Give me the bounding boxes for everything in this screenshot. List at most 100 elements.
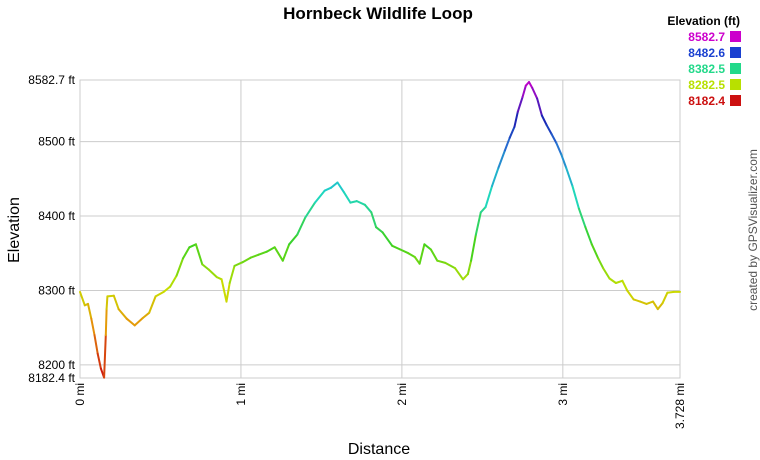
profile-segment-58 — [436, 259, 447, 264]
profile-segment-93 — [626, 289, 635, 301]
credit-text: created by GPSVisualizer.com — [746, 149, 760, 311]
profile-segment-30 — [233, 261, 244, 267]
profile-segment-94 — [632, 298, 642, 303]
x-axis-ticks: 0 mi 1 mi 2 mi 3 mi 3.728 mi — [73, 383, 687, 429]
profile-segment-39 — [304, 201, 316, 219]
profile-segment-51 — [391, 244, 402, 251]
profile-segment-96 — [645, 300, 654, 305]
profile-segment-36 — [281, 243, 291, 262]
profile-segment-29 — [228, 264, 236, 284]
profile-segment-15 — [141, 311, 151, 319]
x-tick-label-2: 2 mi — [395, 383, 409, 406]
profile-segment-45 — [349, 200, 358, 204]
x-tick-label-1: 1 mi — [234, 383, 248, 406]
profile-segment-21 — [182, 246, 191, 260]
profile-segment-22 — [188, 243, 197, 249]
profile-segment-57 — [429, 248, 439, 262]
profile-segment-70 — [508, 125, 516, 139]
profile-segment-19 — [169, 274, 178, 288]
legend-swatch-2 — [730, 63, 741, 74]
profile-segment-14 — [133, 317, 144, 327]
profile-segment-17 — [154, 290, 165, 298]
profile-segment-65 — [479, 206, 487, 214]
elevation-profile — [79, 81, 681, 379]
profile-segment-61 — [462, 273, 469, 281]
profile-segment-78 — [540, 114, 548, 127]
profile-segment-100 — [666, 290, 675, 294]
x-tick-label-3: 3 mi — [556, 383, 570, 406]
legend-value-4: 8182.4 — [688, 94, 725, 108]
profile-segment-35 — [273, 246, 284, 262]
profile-segment-67 — [491, 166, 500, 188]
profile-segment-50 — [381, 231, 394, 247]
legend-title: Elevation (ft) — [667, 14, 740, 28]
y-tick-label-2: 8300 ft — [38, 283, 75, 297]
profile-segment-80 — [550, 133, 558, 145]
legend-swatch-3 — [730, 79, 741, 90]
profile-segment-71 — [513, 110, 519, 128]
profile-segment-13 — [125, 317, 136, 327]
profile-segment-72 — [516, 95, 524, 113]
profile-segment-24 — [201, 263, 210, 271]
profile-segment-92 — [621, 279, 629, 292]
grid-lines — [80, 80, 680, 378]
profile-segment-23 — [194, 243, 204, 266]
profile-segment-48 — [370, 211, 378, 229]
profile-segment-49 — [375, 226, 384, 234]
profile-segment-0 — [79, 290, 86, 307]
profile-segment-83 — [565, 166, 574, 188]
profile-segment-34 — [265, 246, 276, 253]
profile-segment-81 — [555, 142, 563, 156]
profile-segment-60 — [454, 267, 464, 281]
y-tick-label-4: 8500 ft — [38, 135, 75, 149]
profile-segment-98 — [656, 302, 664, 311]
y-tick-label-3: 8400 ft — [38, 209, 75, 223]
legend-swatch-1 — [730, 47, 741, 58]
profile-segment-63 — [470, 233, 477, 262]
profile-segment-20 — [175, 257, 184, 277]
profile-segment-18 — [162, 285, 172, 293]
y-axis-label: Elevation — [6, 197, 23, 263]
profile-segment-31 — [241, 256, 252, 264]
x-axis-label: Distance — [348, 441, 410, 458]
profile-segment-11 — [112, 294, 120, 311]
profile-segment-64 — [474, 211, 482, 236]
legend-value-1: 8482.6 — [688, 46, 725, 60]
profile-segment-54 — [413, 256, 421, 265]
profile-segment-3 — [90, 317, 96, 337]
plot-area — [79, 79, 681, 379]
profile-segment-89 — [602, 267, 611, 280]
profile-segment-86 — [584, 226, 593, 246]
profile-segment-85 — [577, 207, 587, 229]
y-tick-label-1: 8200 ft — [38, 358, 75, 372]
profile-segment-66 — [484, 185, 493, 209]
profile-segment-37 — [288, 233, 299, 246]
profile-segment-10 — [106, 294, 115, 298]
profile-segment-42 — [330, 181, 339, 189]
x-tick-label-4: 3.728 mi — [673, 383, 687, 429]
profile-segment-32 — [249, 253, 260, 259]
y-tick-label-5: 8582.7 ft — [28, 73, 75, 87]
profile-segment-16 — [148, 295, 157, 314]
profile-segment-91 — [614, 279, 624, 284]
profile-segment-25 — [207, 268, 218, 279]
x-tick-label-0: 0 mi — [73, 383, 87, 406]
profile-segment-84 — [571, 185, 580, 210]
profile-segment-77 — [536, 97, 543, 117]
profile-segment-9 — [105, 295, 109, 311]
profile-segment-55 — [418, 243, 426, 265]
profile-segment-97 — [652, 300, 659, 311]
profile-segment-95 — [639, 300, 648, 305]
profile-segment-27 — [220, 278, 228, 303]
profile-segment-82 — [560, 153, 568, 169]
profile-segment-41 — [323, 186, 333, 192]
profile-segment-5 — [96, 352, 102, 370]
profile-segment-62 — [466, 259, 473, 276]
chart-title: Hornbeck Wildlife Loop — [283, 4, 473, 23]
profile-segment-40 — [314, 189, 326, 204]
profile-segment-56 — [423, 243, 432, 251]
legend-swatch-0 — [730, 31, 741, 42]
profile-segment-88 — [597, 257, 605, 270]
